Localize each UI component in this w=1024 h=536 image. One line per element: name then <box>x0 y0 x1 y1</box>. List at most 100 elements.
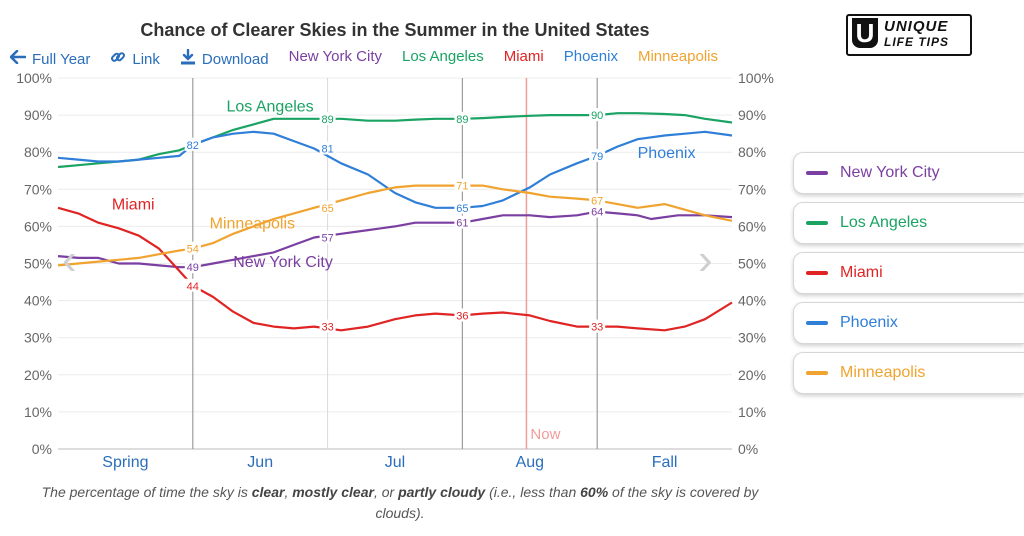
data-label-bg <box>319 230 336 244</box>
legend-swatch <box>806 171 828 175</box>
link-label: Link <box>132 50 160 68</box>
y-tick-label-left: 20% <box>24 367 52 383</box>
legend-item-phoenix[interactable]: Phoenix <box>793 302 1024 344</box>
legend-item-minneapolis[interactable]: Minneapolis <box>793 352 1024 394</box>
data-label: 79 <box>591 151 603 163</box>
toolbar-series-los-angeles[interactable]: Los Angeles <box>402 48 484 65</box>
y-tick-label-right: 30% <box>738 330 766 346</box>
data-label: 82 <box>187 140 199 152</box>
chart-title: Chance of Clearer Skies in the Summer in… <box>140 20 650 40</box>
series-line-phoenix <box>57 130 733 209</box>
series-line-minneapolis <box>57 184 733 267</box>
cloud-cover-line-chart: 0% 0% 10% 10% 20% 20% 30% 30% 40% 40% 50% 50% 60% 60%… <box>16 70 774 471</box>
series-inline-label: Minneapolis <box>210 215 295 232</box>
legend-swatch <box>806 221 828 225</box>
data-label: 33 <box>321 322 333 334</box>
data-label-bg <box>589 204 606 218</box>
data-label: 61 <box>456 218 468 230</box>
data-label-bg <box>184 137 201 151</box>
series-line-los-angeles <box>57 112 733 169</box>
data-label-bg <box>454 308 471 322</box>
legend-label: Miami <box>840 264 883 281</box>
y-tick-label-left: 10% <box>24 404 52 420</box>
data-label-bg <box>319 141 336 155</box>
legend-label: New York City <box>840 164 940 181</box>
legend-item-los-angeles[interactable]: Los Angeles <box>793 202 1024 244</box>
x-category-label: Spring <box>102 454 148 471</box>
y-tick-label-left: 60% <box>24 218 52 234</box>
toolbar-series-miami[interactable]: Miami <box>503 48 544 65</box>
y-tick-label-right: 0% <box>738 441 758 457</box>
data-label-bg <box>589 193 606 207</box>
x-category-label: Jul <box>385 454 405 471</box>
data-label: 54 <box>187 244 199 256</box>
legend-item-new-york-city[interactable]: New York City <box>793 152 1024 194</box>
full-year-button[interactable]: Full Year <box>9 48 91 70</box>
x-category-label: Jun <box>247 454 273 471</box>
data-label: 33 <box>591 322 603 334</box>
data-label-bg <box>319 319 336 333</box>
download-icon <box>180 48 196 69</box>
data-label-bg <box>184 278 201 292</box>
logo-text-1: UNIQUE <box>884 18 949 35</box>
legend-swatch <box>806 371 828 375</box>
y-tick-label-right: 100% <box>738 70 774 86</box>
y-tick-label-right: 40% <box>738 293 766 309</box>
data-label: 49 <box>187 262 199 274</box>
x-category-label: Fall <box>652 454 678 471</box>
legend-swatch <box>806 271 828 275</box>
y-tick-label-left: 90% <box>24 107 52 123</box>
y-tick-label-left: 30% <box>24 330 52 346</box>
data-label: 64 <box>591 207 603 219</box>
prev-arrow-icon[interactable]: ‹ <box>62 235 77 284</box>
y-tick-label-left: 0% <box>32 441 52 457</box>
data-label-bg <box>454 178 471 192</box>
series-inline-label: Miami <box>112 197 155 214</box>
y-tick-label-left: 80% <box>24 144 52 160</box>
data-label-bg <box>454 111 471 125</box>
y-tick-label-right: 60% <box>738 218 766 234</box>
toolbar-series-new-york-city[interactable]: New York City <box>288 48 382 65</box>
data-label: 90 <box>591 110 603 122</box>
full-year-label: Full Year <box>32 50 91 68</box>
data-label-bg <box>319 111 336 125</box>
data-label: 65 <box>321 203 333 215</box>
data-label-bg <box>454 215 471 229</box>
series-inline-label: Phoenix <box>638 145 696 162</box>
data-label: 44 <box>187 281 199 293</box>
y-tick-label-left: 70% <box>24 181 52 197</box>
series-inline-label: New York City <box>233 254 333 271</box>
data-label-bg <box>589 319 606 333</box>
link-icon <box>110 49 126 69</box>
y-tick-label-right: 10% <box>738 404 766 420</box>
y-tick-label-right: 20% <box>738 367 766 383</box>
data-label: 89 <box>321 114 333 126</box>
logo-text-2: LIFE TIPS <box>884 35 950 49</box>
logo-u-icon: U <box>852 18 878 48</box>
data-label-bg <box>589 148 606 162</box>
data-label-bg <box>184 260 201 274</box>
arrow-left-icon <box>9 49 27 68</box>
y-tick-label-right: 80% <box>738 144 766 160</box>
data-label-bg <box>319 200 336 214</box>
download-label: Download <box>201 50 269 68</box>
y-tick-label-left: 50% <box>24 256 52 272</box>
data-label: 67 <box>591 195 603 207</box>
download-button[interactable]: Download <box>180 48 269 70</box>
toolbar-series-minneapolis[interactable]: Minneapolis <box>637 48 718 65</box>
link-button[interactable]: Link <box>110 48 160 70</box>
next-arrow-icon[interactable]: › <box>698 235 713 284</box>
x-category-label: Aug <box>516 454 544 471</box>
chart-legend: New York City Los Angeles Miami Phoenix … <box>793 152 1024 402</box>
data-label-bg <box>184 241 201 255</box>
data-label: 57 <box>321 233 333 245</box>
series-line-miami <box>57 206 733 332</box>
legend-item-miami[interactable]: Miami <box>793 252 1024 294</box>
series-line-new-york-city <box>57 210 733 269</box>
y-tick-label-left: 40% <box>24 293 52 309</box>
chart-caption: The percentage of time the sky is clear,… <box>41 484 759 521</box>
toolbar-series-phoenix[interactable]: Phoenix <box>563 48 618 65</box>
legend-label: Phoenix <box>840 314 898 331</box>
chart-toolbar: Full Year Link Download New York City Lo… <box>9 48 718 70</box>
data-label: 36 <box>456 310 468 322</box>
